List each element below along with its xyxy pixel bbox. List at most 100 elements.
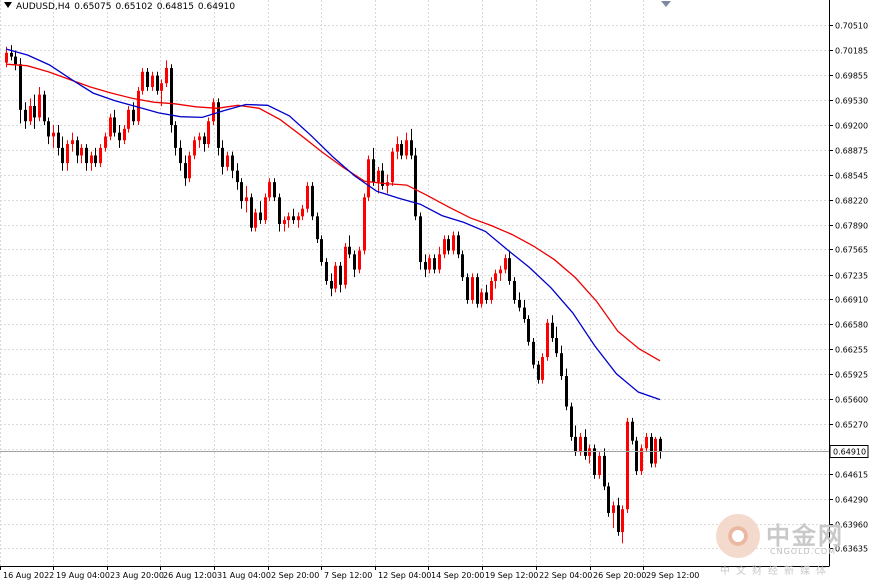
candle-body[interactable]	[659, 438, 662, 452]
candle-body[interactable]	[344, 246, 347, 285]
candle-body[interactable]	[579, 436, 582, 453]
candle-body[interactable]	[650, 436, 653, 464]
candle-body[interactable]	[617, 505, 620, 532]
candle-body[interactable]	[52, 132, 55, 137]
candle-body[interactable]	[565, 376, 568, 407]
candle-body[interactable]	[188, 155, 191, 179]
candle-body[interactable]	[24, 109, 27, 122]
candle-body[interactable]	[184, 163, 187, 179]
ma-slow-line[interactable]	[5, 63, 661, 362]
candle-body[interactable]	[518, 299, 521, 308]
candle-body[interactable]	[381, 170, 384, 186]
candle-body[interactable]	[607, 486, 610, 513]
candle-body[interactable]	[10, 52, 13, 57]
candle-body[interactable]	[240, 182, 243, 202]
candle-body[interactable]	[283, 220, 286, 224]
candle-body[interactable]	[457, 235, 460, 255]
candle-body[interactable]	[278, 197, 281, 224]
candle-body[interactable]	[226, 155, 229, 167]
candle-body[interactable]	[353, 254, 356, 270]
candle-body[interactable]	[532, 341, 535, 365]
candle-body[interactable]	[273, 182, 276, 198]
candle-body[interactable]	[466, 277, 469, 300]
candle-body[interactable]	[452, 235, 455, 251]
candle-body[interactable]	[61, 147, 64, 164]
candle-body[interactable]	[118, 132, 121, 141]
candle-body[interactable]	[316, 216, 319, 240]
candle-body[interactable]	[203, 136, 206, 145]
candle-body[interactable]	[80, 147, 83, 156]
candle-body[interactable]	[367, 159, 370, 198]
candle-body[interactable]	[645, 436, 648, 449]
candle-body[interactable]	[99, 147, 102, 164]
candle-body[interactable]	[396, 144, 399, 152]
candle-body[interactable]	[574, 436, 577, 453]
candle-body[interactable]	[471, 277, 474, 300]
candle-body[interactable]	[221, 147, 224, 167]
candle-body[interactable]	[146, 71, 149, 88]
candle-body[interactable]	[123, 128, 126, 141]
candle-body[interactable]	[311, 185, 314, 217]
candle-body[interactable]	[391, 151, 394, 183]
candle-body[interactable]	[358, 250, 361, 270]
candle-body[interactable]	[57, 132, 60, 148]
candle-body[interactable]	[170, 68, 173, 126]
candle-body[interactable]	[414, 155, 417, 217]
candle-body[interactable]	[424, 261, 427, 270]
candle-body[interactable]	[443, 239, 446, 255]
candle-body[interactable]	[480, 292, 483, 304]
candle-body[interactable]	[334, 265, 337, 289]
candle-body[interactable]	[523, 307, 526, 320]
candle-body[interactable]	[494, 273, 497, 281]
candle-body[interactable]	[245, 197, 248, 202]
candle-body[interactable]	[193, 140, 196, 156]
candle-body[interactable]	[325, 261, 328, 281]
ma-fast-line[interactable]	[5, 48, 661, 401]
candle-body[interactable]	[555, 338, 558, 354]
candle-body[interactable]	[254, 212, 257, 228]
candle-body[interactable]	[504, 258, 507, 270]
candle-body[interactable]	[330, 280, 333, 289]
candle-body[interactable]	[90, 155, 93, 164]
candle-body[interactable]	[292, 216, 295, 221]
candle-body[interactable]	[476, 277, 479, 304]
candle-body[interactable]	[109, 117, 112, 137]
candle-body[interactable]	[43, 94, 46, 122]
candle-body[interactable]	[113, 117, 116, 133]
candle-body[interactable]	[19, 64, 22, 110]
candle-body[interactable]	[38, 94, 41, 118]
candle-body[interactable]	[377, 170, 380, 183]
candle-body[interactable]	[631, 421, 634, 441]
candle-body[interactable]	[626, 421, 629, 510]
candle-body[interactable]	[127, 109, 130, 129]
candle-body[interactable]	[419, 216, 422, 262]
candle-body[interactable]	[231, 155, 234, 171]
candle-body[interactable]	[438, 254, 441, 270]
candle-body[interactable]	[635, 440, 638, 472]
candle-body[interactable]	[268, 182, 271, 198]
menu-triangle-icon[interactable]	[4, 2, 12, 8]
candle-body[interactable]	[297, 216, 300, 221]
candle-body[interactable]	[339, 265, 342, 285]
candle-body[interactable]	[372, 159, 375, 183]
candle-body[interactable]	[151, 75, 154, 88]
candle-body[interactable]	[47, 121, 50, 137]
candle-body[interactable]	[301, 208, 304, 217]
candle-body[interactable]	[165, 68, 168, 84]
candle-body[interactable]	[160, 83, 163, 91]
candle-body[interactable]	[76, 140, 79, 156]
candle-body[interactable]	[29, 106, 32, 122]
candle-body[interactable]	[598, 455, 601, 475]
candle-body[interactable]	[405, 140, 408, 156]
candle-body[interactable]	[14, 56, 17, 65]
candle-body[interactable]	[541, 357, 544, 380]
candle-body[interactable]	[212, 102, 215, 122]
candle-body[interactable]	[546, 322, 549, 358]
candle-body[interactable]	[621, 509, 624, 532]
candle-body[interactable]	[588, 448, 591, 456]
candle-body[interactable]	[287, 216, 290, 221]
candle-body[interactable]	[513, 280, 516, 300]
candle-body[interactable]	[250, 197, 253, 228]
candle-body[interactable]	[447, 239, 450, 251]
